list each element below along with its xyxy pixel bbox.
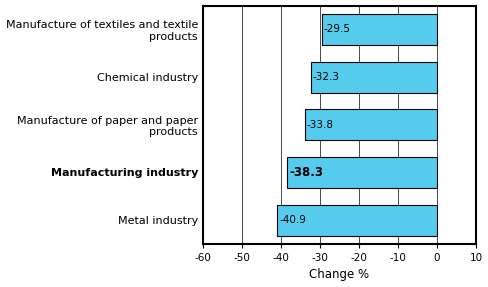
Text: -32.3: -32.3 bbox=[313, 72, 340, 82]
Bar bbox=[322, 14, 437, 45]
Text: -33.8: -33.8 bbox=[307, 120, 334, 130]
Text: -38.3: -38.3 bbox=[289, 166, 324, 179]
Bar bbox=[311, 61, 437, 92]
Text: -40.9: -40.9 bbox=[279, 215, 306, 225]
Bar bbox=[305, 109, 437, 140]
Text: -29.5: -29.5 bbox=[324, 24, 351, 34]
Bar bbox=[287, 157, 437, 188]
Bar bbox=[277, 205, 437, 236]
X-axis label: Change %: Change % bbox=[309, 268, 369, 282]
